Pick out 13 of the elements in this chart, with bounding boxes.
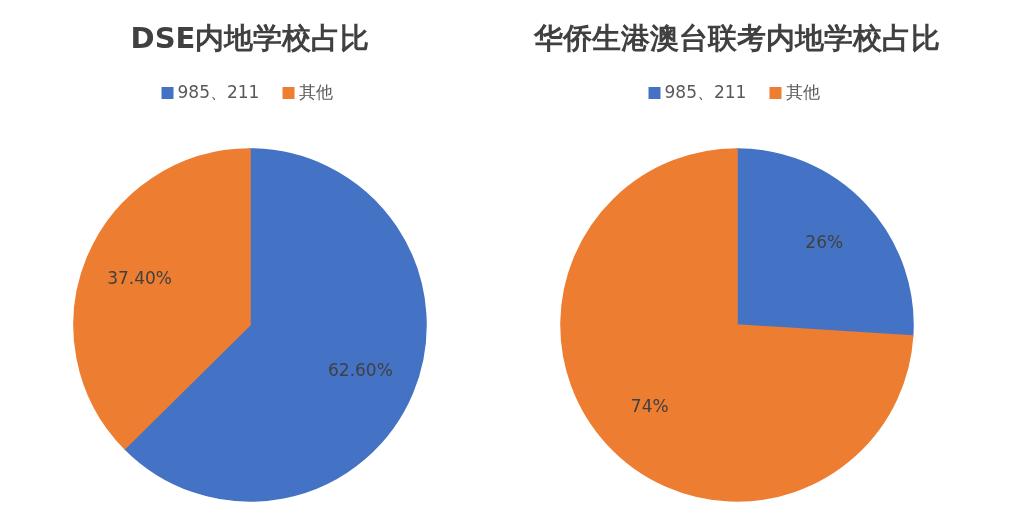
data-label: 26% — [805, 232, 844, 253]
data-label: 74% — [630, 395, 669, 416]
data-label: 62.60% — [328, 360, 393, 381]
legend-label: 985、211 — [664, 82, 747, 102]
chart-title: 华侨生港澳台联考内地学校占比 — [533, 21, 940, 55]
legend-label: 其他 — [298, 82, 333, 102]
legend-label: 其他 — [785, 82, 820, 102]
legend-label: 985、211 — [177, 82, 260, 102]
data-label: 37.40% — [107, 267, 172, 288]
pie-slice — [73, 148, 251, 450]
pie-slice — [736, 148, 914, 337]
pie-slice — [560, 148, 914, 502]
chart-title: DSE内地学校占比 — [130, 21, 370, 55]
